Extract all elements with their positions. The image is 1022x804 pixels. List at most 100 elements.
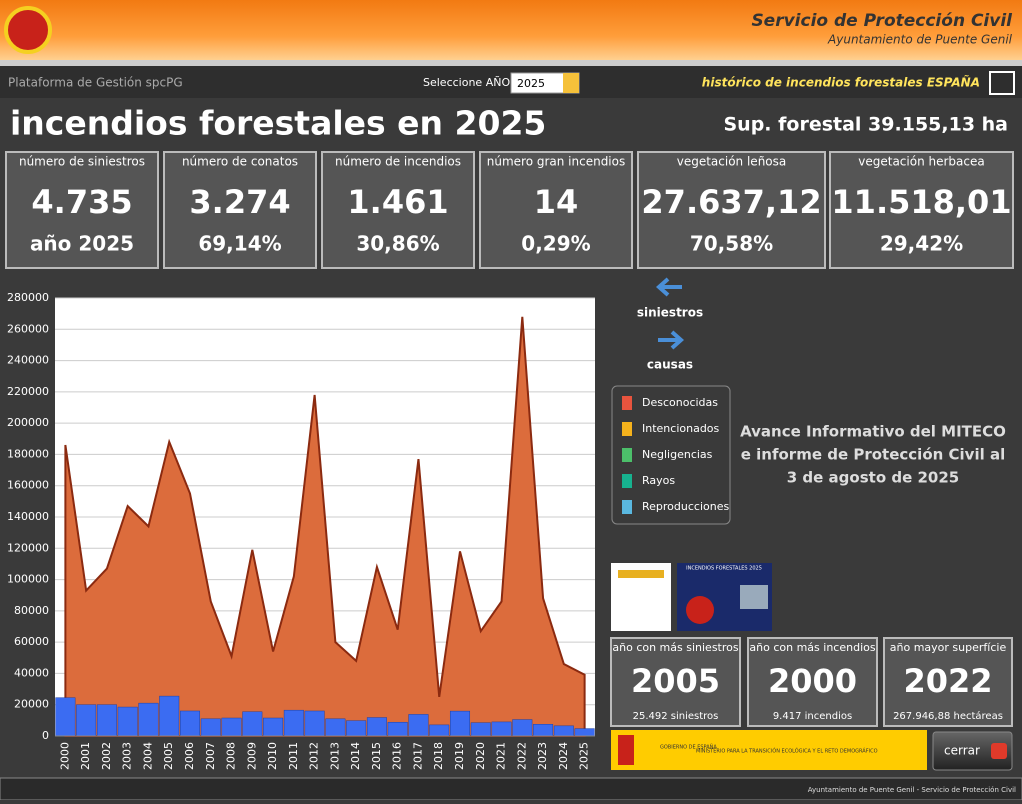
y-tick-label: 120000: [7, 541, 49, 554]
kpi-sub: 30,86%: [356, 232, 439, 256]
note-line: e informe de Protección Civil al: [741, 446, 1005, 464]
back-arrow[interactable]: [655, 277, 682, 297]
bar: [574, 728, 595, 737]
close-icon[interactable]: [991, 743, 1007, 759]
kpi-box: [829, 151, 1014, 269]
bar: [449, 710, 471, 737]
kpi-value: 1.461: [347, 183, 448, 221]
bar: [325, 718, 346, 737]
close-label[interactable]: cerrar: [944, 744, 980, 758]
kpi-label: número de conatos: [182, 155, 298, 169]
record-box: [883, 637, 1013, 727]
bar: [76, 704, 97, 737]
edit-icon[interactable]: [989, 71, 1015, 95]
note-line: 3 de agosto de 2025: [787, 469, 959, 487]
bar: [366, 717, 387, 737]
x-tick-label: 2003: [121, 742, 134, 770]
bar: [221, 717, 242, 737]
y-tick-label: 0: [42, 729, 49, 742]
ministry-text: MINISTERIO PARA LA TRANSICIÓN ECOLÓGICA …: [696, 748, 878, 755]
record-value: 2005: [631, 662, 720, 700]
thumbnail-title: INCENDIOS FORESTALES 2025: [686, 566, 762, 572]
x-tick-label: 2019: [453, 742, 466, 770]
cause-list: Desconocidas Intencionados Negligencias Ray…: [622, 396, 729, 514]
cause-label: Desconocidas: [642, 396, 718, 409]
chart: 0 20000 40000 60000 80000 100000 120000 140000 1…: [7, 291, 595, 770]
thumbnail-logo: [686, 596, 714, 624]
kpi-value: 3.274: [189, 183, 290, 221]
record-row: año con más siniestros 2005 25.492 siniest…: [610, 637, 1013, 727]
y-tick-label: 80000: [14, 604, 49, 617]
bar: [346, 720, 367, 737]
kpi-box: [163, 151, 317, 269]
bar: [304, 710, 325, 737]
kpi-label: número de siniestros: [19, 155, 145, 169]
y-tick-label: 220000: [7, 385, 49, 398]
x-tick-label: 2006: [183, 742, 196, 770]
record-value: 2000: [768, 662, 857, 700]
nav-next[interactable]: causas: [647, 358, 693, 372]
x-tick-label: 2020: [474, 742, 487, 770]
bar: [242, 711, 263, 737]
y-tick-label: 280000: [7, 291, 49, 304]
kpi-value: 27.637,12: [641, 183, 821, 221]
gov-shield: [618, 735, 634, 765]
divider: [0, 60, 1022, 66]
y-tick-label: 140000: [7, 510, 49, 523]
x-tick-label: 2004: [141, 742, 154, 770]
x-tick-label: 2011: [287, 742, 300, 770]
x-tick-label: 2010: [266, 742, 279, 770]
kpi-sub: año 2025: [30, 232, 134, 256]
bar: [429, 724, 450, 737]
bar: [138, 702, 159, 737]
footer-text: Ayuntamiento de Puente Genil - Servicio …: [808, 786, 1016, 794]
y-tick-label: 60000: [14, 635, 49, 648]
x-tick-label: 2012: [308, 742, 321, 770]
bar: [553, 725, 574, 737]
close-button[interactable]: [932, 731, 1013, 771]
kpi-row: número de siniestros 4.735 año 2025 número …: [5, 151, 1014, 269]
nav-back[interactable]: siniestros: [637, 306, 703, 320]
record-sub: 9.417 incendios: [773, 711, 852, 722]
x-tick-label: 2018: [432, 742, 445, 770]
bar: [491, 721, 512, 737]
y-tick-label: 160000: [7, 479, 49, 492]
x-tick-label: 2023: [536, 742, 549, 770]
header-subtitle: Ayuntamiento de Puente Genil: [827, 33, 1013, 47]
x-tick-label: 2017: [411, 742, 424, 770]
legend: [611, 385, 731, 525]
kpi-sub: 29,42%: [880, 232, 963, 256]
header-title: Servicio de Protección Civil: [751, 11, 1013, 31]
bar: [387, 721, 408, 737]
record-value: 2022: [903, 662, 992, 700]
y-tick-label: 260000: [7, 322, 49, 335]
thumbnail-photo: [740, 585, 768, 609]
x-tick-label: 2005: [162, 742, 175, 770]
y-tick-label: 180000: [7, 447, 49, 460]
y-tick-label: 240000: [7, 354, 49, 367]
select-label: Seleccione AÑO: [423, 76, 510, 89]
bar: [96, 704, 117, 737]
kpi-label: vegetación leñosa: [677, 155, 787, 169]
header: [0, 0, 1022, 60]
bar: [117, 706, 138, 737]
record-sub: 267.946,88 hectáreas: [893, 710, 1003, 722]
cause-swatch: [622, 500, 632, 514]
note: Avance Informativo del MITECO e informe d…: [740, 423, 1006, 487]
select-button[interactable]: [563, 73, 579, 93]
kpi-label: número gran incendios: [487, 155, 626, 169]
y-tick-label: 20000: [14, 698, 49, 711]
bar: [55, 697, 76, 737]
kpi-sub: 69,14%: [198, 232, 281, 256]
next-arrow[interactable]: [658, 330, 685, 350]
x-tick-label: 2024: [557, 742, 570, 770]
x-tick-label: 2008: [225, 742, 238, 770]
history-link[interactable]: histórico de incendios forestales ESPAÑA: [702, 75, 980, 90]
x-tick-label: 2002: [100, 742, 113, 770]
record-sub: 25.492 siniestros: [633, 711, 719, 722]
page-title: incendios forestales en 2025: [10, 104, 546, 143]
x-tick-label: 2022: [515, 742, 528, 770]
cause-label: Rayos: [642, 474, 675, 487]
x-tick-label: 2007: [204, 742, 217, 770]
x-tick-label: 2000: [58, 742, 71, 770]
